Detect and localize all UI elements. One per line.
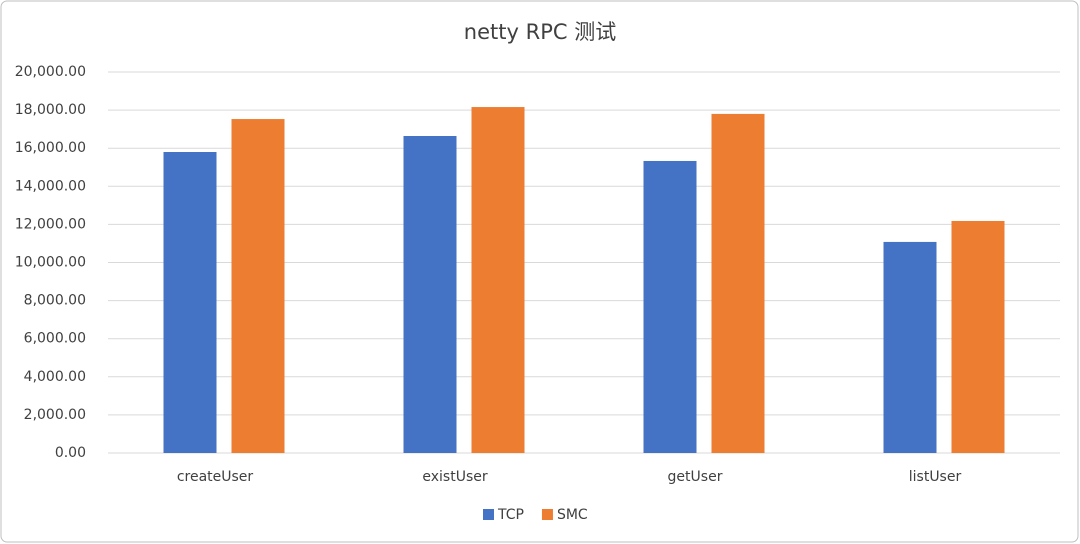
y-tick-label: 10,000.00 xyxy=(15,255,86,271)
legend-label: TCP xyxy=(497,507,524,523)
x-tick-label: getUser xyxy=(668,469,723,485)
x-tick-label: createUser xyxy=(177,469,254,485)
legend-label: SMC xyxy=(557,507,588,523)
bar xyxy=(403,136,457,453)
bar xyxy=(163,152,217,453)
y-tick-label: 2,000.00 xyxy=(24,407,86,423)
bar xyxy=(471,107,525,453)
y-tick-label: 6,000.00 xyxy=(24,331,86,347)
bar xyxy=(231,119,285,453)
y-tick-label: 14,000.00 xyxy=(15,178,86,194)
y-tick-label: 0.00 xyxy=(55,445,86,461)
bar xyxy=(711,113,765,453)
y-tick-label: 16,000.00 xyxy=(15,140,86,156)
legend-swatch xyxy=(541,509,553,520)
x-tick-label: existUser xyxy=(422,469,487,485)
chart-title: netty RPC 测试 xyxy=(464,20,616,44)
y-tick-label: 8,000.00 xyxy=(24,293,86,309)
bar xyxy=(951,220,1005,453)
x-tick-label: listUser xyxy=(909,469,962,485)
y-tick-label: 12,000.00 xyxy=(15,216,86,232)
y-tick-label: 4,000.00 xyxy=(24,369,86,385)
y-tick-label: 18,000.00 xyxy=(15,102,86,118)
bar xyxy=(883,241,937,453)
y-tick-label: 20,000.00 xyxy=(15,64,86,80)
legend-swatch xyxy=(483,509,494,520)
bar xyxy=(643,160,697,453)
